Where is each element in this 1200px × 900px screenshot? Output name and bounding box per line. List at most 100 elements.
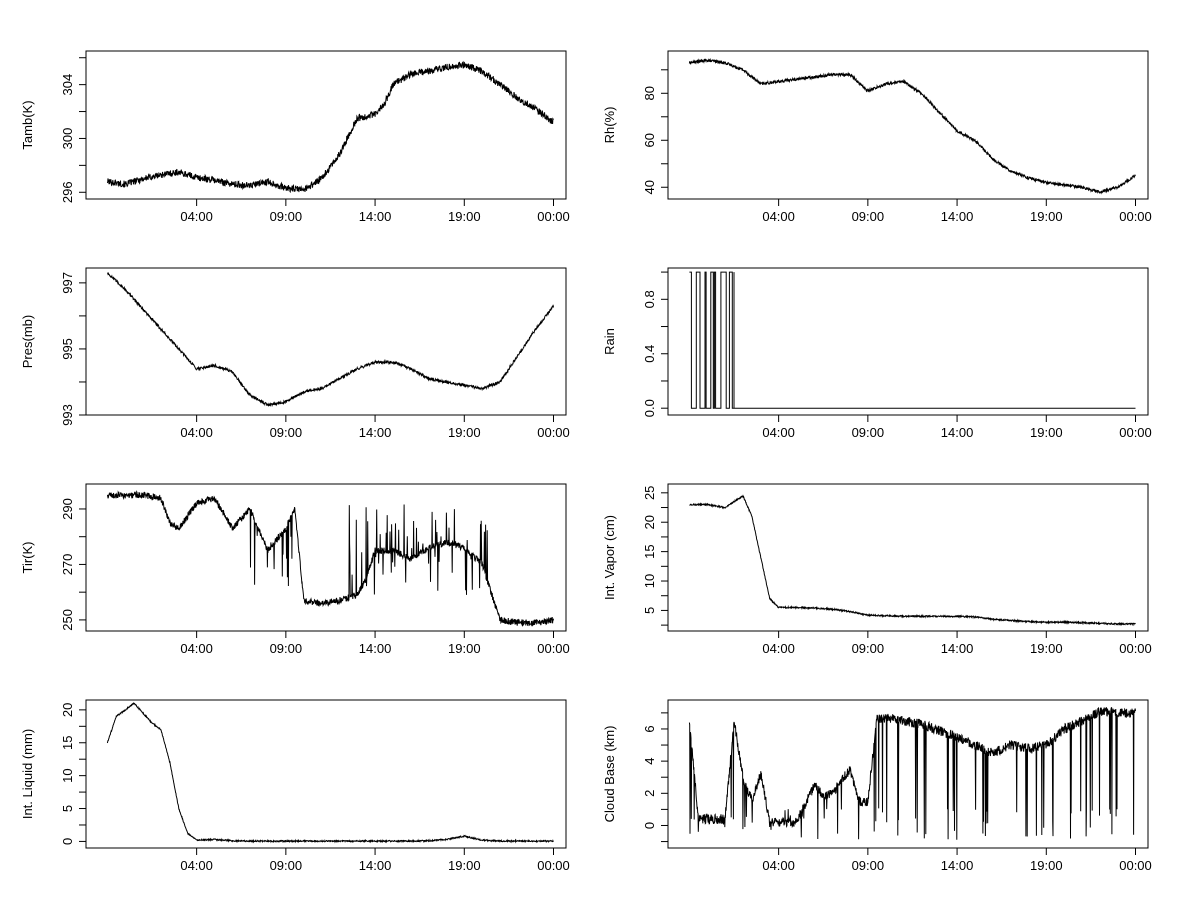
plot-frame: [85, 267, 567, 416]
x-tick-label: 19:00: [448, 641, 481, 656]
y-axis-label: Cloud Base (km): [602, 726, 617, 823]
y-tick-label: 0.4: [642, 345, 657, 363]
y-axis-label: Int. Liquid (mm): [20, 729, 35, 819]
x-tick-label: 19:00: [448, 425, 481, 440]
x-tick-label: 19:00: [448, 858, 481, 873]
plot-frame: [667, 267, 1149, 416]
series-line: [106, 60, 554, 194]
x-tick-label: 14:00: [359, 425, 392, 440]
y-tick-label: 290: [60, 498, 75, 520]
x-tick-label: 14:00: [941, 641, 974, 656]
x-tick-label: 19:00: [1030, 209, 1063, 224]
y-tick-label: 4: [642, 758, 657, 765]
y-tick-label: 6: [642, 725, 657, 732]
y-tick-label: 15: [642, 544, 657, 558]
x-tick-label: 00:00: [537, 641, 570, 656]
plot-frame: [85, 699, 567, 849]
x-tick-label: 04:00: [180, 641, 213, 656]
x-tick-label: 19:00: [1030, 641, 1063, 656]
x-tick-label: 00:00: [1119, 641, 1152, 656]
y-tick-label: 5: [60, 805, 75, 812]
x-tick-label: 09:00: [852, 641, 885, 656]
x-tick-label: 09:00: [270, 858, 303, 873]
y-tick-label: 25: [642, 486, 657, 500]
plot-frame: [85, 50, 567, 200]
y-tick-label: 296: [60, 181, 75, 203]
y-tick-label: 250: [60, 609, 75, 631]
y-tick-label: 15: [60, 736, 75, 750]
y-tick-label: 993: [60, 404, 75, 426]
x-tick-label: 04:00: [762, 425, 795, 440]
panel-1: 04:00 09:00 14:00 19:00 00:00 296 300 304 Tamb(K…: [20, 50, 570, 224]
panel-2: 04:00 09:00 14:00 19:00 00:00 40 60 80 Rh(%): [602, 50, 1152, 224]
x-tick-label: 00:00: [1119, 858, 1152, 873]
panel-8: 04:00 09:00 14:00 19:00 00:00 0 2 4 6 Cloud Base …: [602, 699, 1152, 873]
y-tick-label: 995: [60, 338, 75, 360]
series-line: [688, 57, 1136, 195]
y-tick-label: 2: [642, 790, 657, 797]
panel-3: 04:00 09:00 14:00 19:00 00:00 993 995 997 Pres(m…: [20, 267, 570, 440]
y-tick-label: 997: [60, 272, 75, 294]
series-line: [689, 494, 1136, 627]
x-tick-label: 14:00: [359, 209, 392, 224]
x-tick-label: 09:00: [270, 641, 303, 656]
y-tick-label: 40: [642, 180, 657, 194]
series-line: [107, 272, 554, 408]
x-tick-label: 19:00: [1030, 425, 1063, 440]
x-tick-label: 14:00: [941, 209, 974, 224]
x-tick-label: 14:00: [359, 641, 392, 656]
x-tick-label: 09:00: [270, 425, 303, 440]
y-tick-label: 0.0: [642, 399, 657, 417]
x-tick-label: 00:00: [1119, 425, 1152, 440]
y-tick-label: 5: [642, 607, 657, 614]
x-tick-label: 09:00: [852, 858, 885, 873]
y-axis-label: Rain: [602, 328, 617, 355]
plot-frame: [667, 699, 1149, 849]
y-tick-label: 0: [642, 822, 657, 829]
x-tick-label: 04:00: [180, 425, 213, 440]
y-tick-label: 10: [60, 768, 75, 782]
plot-frame: [667, 50, 1149, 200]
y-axis-label: Tamb(K): [20, 100, 35, 149]
x-tick-label: 14:00: [941, 858, 974, 873]
series-line: [106, 490, 554, 627]
series-line: [689, 271, 1136, 409]
panel-5: 04:00 09:00 14:00 19:00 00:00 250 270 290 Tir(K): [20, 483, 570, 656]
x-tick-label: 04:00: [180, 209, 213, 224]
x-tick-label: 19:00: [448, 209, 481, 224]
y-tick-label: 80: [642, 86, 657, 100]
y-tick-label: 0.8: [642, 290, 657, 308]
x-tick-label: 04:00: [762, 858, 795, 873]
series-line: [106, 702, 554, 844]
y-axis-label: Int. Vapor (cm): [602, 515, 617, 600]
x-tick-label: 09:00: [270, 209, 303, 224]
series-line: [688, 706, 1136, 840]
y-tick-label: 20: [642, 515, 657, 529]
x-tick-label: 14:00: [359, 858, 392, 873]
y-axis-label: Pres(mb): [20, 315, 35, 368]
x-tick-label: 04:00: [180, 858, 213, 873]
plot-frame: [667, 483, 1149, 632]
x-tick-label: 09:00: [852, 425, 885, 440]
panel-7: 04:00 09:00 14:00 19:00 00:00 0 5 10 15 20 Int. Li…: [20, 699, 570, 873]
y-axis-label: Rh(%): [602, 107, 617, 144]
y-tick-label: 0: [60, 838, 75, 845]
x-tick-label: 04:00: [762, 209, 795, 224]
x-tick-label: 14:00: [941, 425, 974, 440]
panel-4: 04:00 09:00 14:00 19:00 00:00 0.0 0.4 0.8 Rain: [602, 267, 1152, 440]
y-tick-label: 300: [60, 128, 75, 150]
y-tick-label: 304: [60, 74, 75, 96]
y-tick-label: 270: [60, 554, 75, 576]
panel-6: 04:00 09:00 14:00 19:00 00:00 5 10 15 20 25 Int. V…: [602, 483, 1152, 656]
y-tick-label: 60: [642, 133, 657, 147]
y-tick-label: 10: [642, 574, 657, 588]
x-tick-label: 19:00: [1030, 858, 1063, 873]
y-axis-label: Tir(K): [20, 541, 35, 573]
x-tick-label: 00:00: [1119, 209, 1152, 224]
y-tick-label: 20: [60, 703, 75, 717]
x-tick-label: 04:00: [762, 641, 795, 656]
x-tick-label: 00:00: [537, 858, 570, 873]
x-tick-label: 00:00: [537, 209, 570, 224]
x-tick-label: 09:00: [852, 209, 885, 224]
x-tick-label: 00:00: [537, 425, 570, 440]
